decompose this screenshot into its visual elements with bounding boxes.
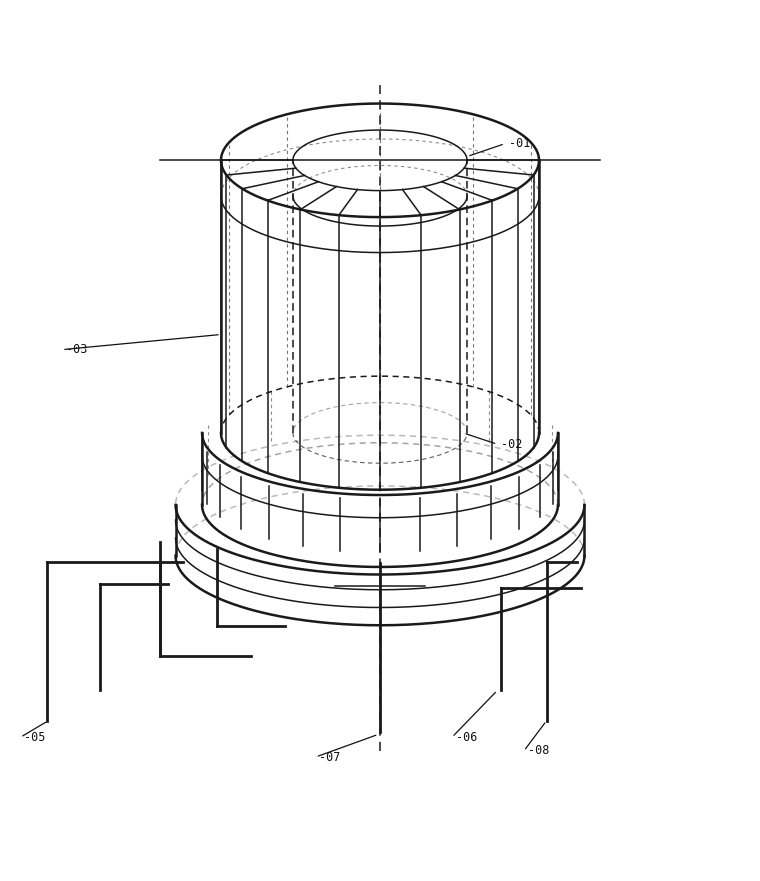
Text: -03: -03 xyxy=(66,343,87,356)
Text: -07: -07 xyxy=(319,751,340,764)
Text: -05: -05 xyxy=(24,731,46,744)
Text: -06: -06 xyxy=(456,731,477,744)
Text: -01: -01 xyxy=(508,137,530,150)
Text: -02: -02 xyxy=(501,438,523,451)
Text: -08: -08 xyxy=(527,744,549,758)
